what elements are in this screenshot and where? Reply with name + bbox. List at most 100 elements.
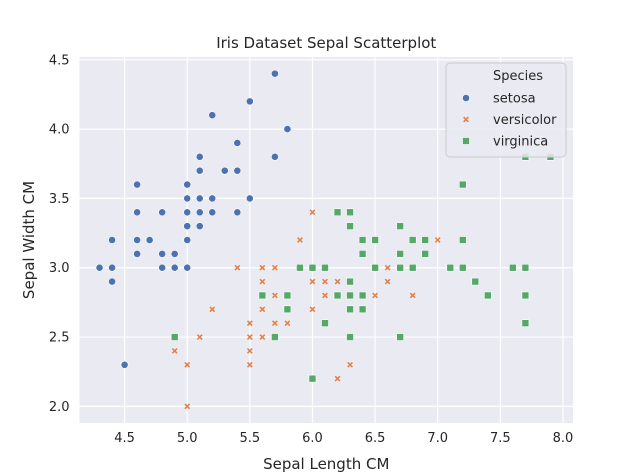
- virginica-point: [358, 291, 367, 300]
- versicolor-point: [258, 278, 266, 286]
- y-tick-label: 4.0: [49, 123, 70, 138]
- virginica-point: [396, 333, 404, 341]
- virginica-point: [308, 374, 317, 383]
- setosa-point: [183, 180, 192, 189]
- setosa-point: [195, 194, 204, 203]
- virginica-point: [308, 263, 317, 272]
- setosa-point: [158, 208, 167, 217]
- versicolor-point: [208, 305, 216, 313]
- virginica-point: [258, 291, 267, 300]
- virginica-point: [346, 222, 354, 230]
- versicolor-point: [258, 264, 266, 272]
- versicolor-point: [409, 291, 417, 299]
- virginica-point: [346, 305, 354, 314]
- y-tick-label: 2.5: [49, 331, 70, 346]
- versicolor-point: [183, 402, 191, 410]
- setosa-point: [108, 236, 116, 244]
- versicolor-point: [258, 333, 266, 341]
- virginica-point: [446, 263, 455, 272]
- legend-items: setosa versicolor virginica: [462, 92, 557, 150]
- y-tick-label: 3.0: [49, 261, 70, 276]
- setosa-point: [208, 111, 217, 120]
- virginica-point: [333, 291, 342, 300]
- virginica-point: [521, 263, 530, 272]
- x-tick-label: 6.0: [302, 431, 323, 446]
- versicolor-point: [271, 291, 279, 299]
- versicolor-point: [246, 347, 254, 355]
- virginica-point: [283, 291, 292, 300]
- legend-label-versicolor: versicolor: [493, 113, 557, 128]
- setosa-point: [183, 194, 192, 203]
- legend-box: [445, 62, 567, 158]
- setosa-point: [270, 152, 279, 161]
- versicolor-point: [296, 236, 304, 244]
- setosa-point: [133, 208, 142, 217]
- versicolor-point: [246, 361, 254, 369]
- setosa-point: [95, 263, 104, 272]
- setosa-point: [133, 236, 142, 244]
- setosa-point: [245, 97, 254, 106]
- x-tick-label: 5.0: [177, 431, 198, 446]
- versicolor-point: [321, 278, 329, 286]
- virginica-point: [421, 236, 430, 244]
- x-tick-label: 7.5: [490, 431, 511, 446]
- setosa-point: [108, 277, 116, 286]
- versicolor-point: [308, 278, 316, 286]
- versicolor-point: [258, 305, 266, 313]
- setosa-point: [195, 208, 204, 217]
- x-tick-label: 7.0: [427, 431, 448, 446]
- versicolor-point: [246, 319, 254, 327]
- y-axis-label: Sepal Width CM: [20, 181, 38, 299]
- setosa-point: [133, 180, 142, 189]
- virginica-point: [283, 305, 292, 314]
- virginica-point: [458, 263, 467, 272]
- virginica-point: [408, 263, 417, 272]
- setosa-point: [183, 236, 192, 244]
- x-tick-label: 5.5: [240, 431, 261, 446]
- setosa-point: [195, 152, 204, 161]
- virginica-point: [396, 222, 404, 230]
- setosa-point: [245, 194, 254, 203]
- setosa-point: [195, 166, 204, 175]
- virginica-point: [346, 277, 354, 286]
- versicolor-point: [308, 305, 316, 313]
- setosa-point: [233, 208, 242, 217]
- virginica-point: [421, 250, 430, 258]
- x-tick-label: 4.5: [114, 431, 135, 446]
- setosa-point: [158, 263, 167, 272]
- legend-title: Species: [493, 69, 543, 84]
- versicolor-point: [246, 333, 254, 341]
- virginica-point: [321, 319, 329, 327]
- versicolor-point: [321, 291, 329, 299]
- setosa-point: [183, 222, 192, 231]
- virginica-point: [296, 263, 304, 272]
- virginica-point: [396, 250, 404, 258]
- versicolor-point: [171, 347, 179, 355]
- versicolor-point: [271, 264, 279, 272]
- y-tick-label: 3.5: [49, 192, 70, 207]
- virginica-point: [346, 291, 354, 300]
- legend-marker-virginica: [462, 137, 470, 145]
- virginica-point: [346, 333, 354, 341]
- virginica-point: [358, 250, 367, 258]
- versicolor-point: [308, 208, 316, 216]
- virginica-point: [458, 180, 467, 189]
- versicolor-point: [334, 375, 342, 383]
- setosa-point: [208, 208, 217, 217]
- chart-title: Iris Dataset Sepal Scatterplot: [216, 34, 436, 52]
- setosa-point: [195, 222, 204, 231]
- virginica-point: [170, 333, 179, 341]
- virginica-point: [521, 319, 530, 327]
- virginica-point: [396, 263, 404, 272]
- virginica-point: [509, 263, 517, 272]
- series-setosa: [95, 69, 292, 369]
- virginica-point: [484, 291, 492, 300]
- setosa-point: [108, 263, 116, 272]
- setosa-point: [233, 139, 242, 147]
- virginica-point: [346, 208, 354, 217]
- x-tick-label: 6.5: [365, 431, 386, 446]
- setosa-point: [270, 69, 279, 78]
- versicolor-point: [384, 278, 392, 286]
- setosa-point: [158, 249, 167, 258]
